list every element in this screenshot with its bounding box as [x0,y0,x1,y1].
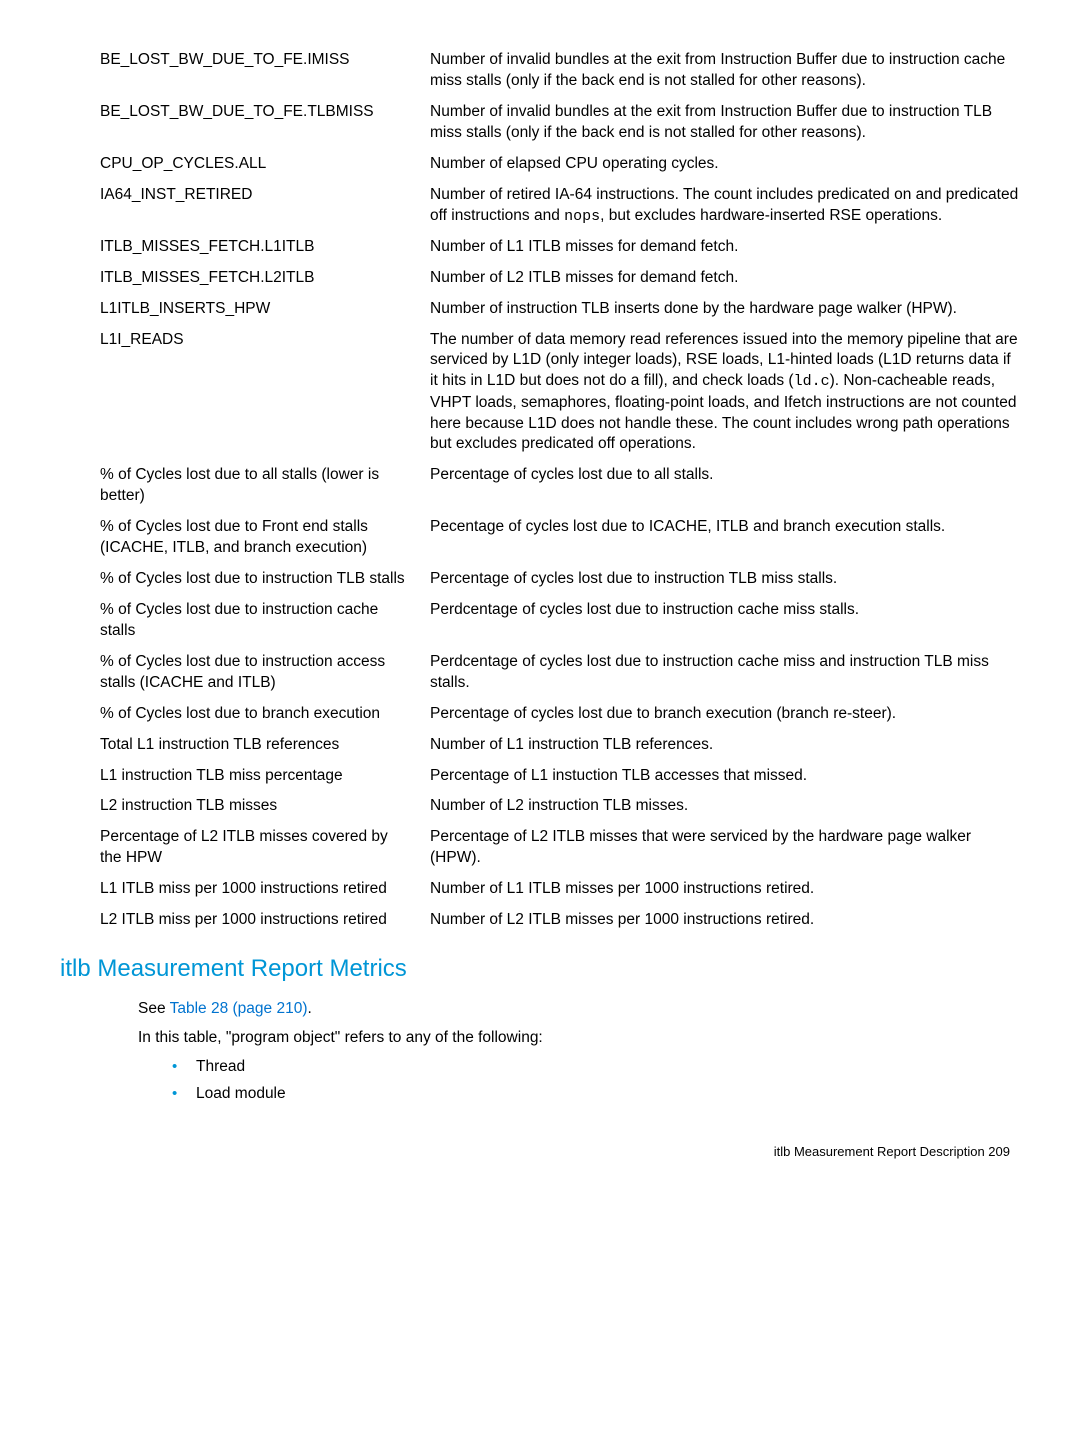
definition: Pecentage of cycles lost due to ICACHE, … [430,517,1020,538]
term: L2 instruction TLB misses [60,796,430,817]
term: BE_LOST_BW_DUE_TO_FE.IMISS [60,50,430,71]
definition: Number of L1 instruction TLB references. [430,735,1020,756]
definition: Number of invalid bundles at the exit fr… [430,102,1020,144]
list-item: Load module [172,1084,1020,1105]
definition: Number of instruction TLB inserts done b… [430,299,1020,320]
definition-row: % of Cycles lost due to instruction cach… [60,600,1020,642]
term: L1ITLB_INSERTS_HPW [60,299,430,320]
section-heading: itlb Measurement Report Metrics [60,953,1020,985]
list-item: Thread [172,1057,1020,1078]
definition: Percentage of cycles lost due to instruc… [430,569,1020,590]
definition: Number of invalid bundles at the exit fr… [430,50,1020,92]
term: Total L1 instruction TLB references [60,735,430,756]
term: % of Cycles lost due to instruction acce… [60,652,430,694]
definition-row: % of Cycles lost due to Front end stalls… [60,517,1020,559]
definition-row: Total L1 instruction TLB referencesNumbe… [60,735,1020,756]
definition-row: L1 instruction TLB miss percentagePercen… [60,766,1020,787]
definition-row: % of Cycles lost due to branch execution… [60,704,1020,725]
definition-row: CPU_OP_CYCLES.ALLNumber of elapsed CPU o… [60,154,1020,175]
definition: Number of L1 ITLB misses for demand fetc… [430,237,1020,258]
definition-row: L1I_READSThe number of data memory read … [60,330,1020,456]
definition-row: BE_LOST_BW_DUE_TO_FE.IMISSNumber of inva… [60,50,1020,92]
definition: Perdcentage of cycles lost due to instru… [430,600,1020,621]
definition-row: % of Cycles lost due to instruction TLB … [60,569,1020,590]
term: % of Cycles lost due to Front end stalls… [60,517,430,559]
definition-row: % of Cycles lost due to instruction acce… [60,652,1020,694]
see-reference: See Table 28 (page 210). [60,999,1020,1020]
definition: Number of L1 ITLB misses per 1000 instru… [430,879,1020,900]
definition-row: ITLB_MISSES_FETCH.L1ITLBNumber of L1 ITL… [60,237,1020,258]
definition: Percentage of cycles lost due to branch … [430,704,1020,725]
bullet-list: Thread Load module [60,1057,1020,1105]
definition-row: IA64_INST_RETIREDNumber of retired IA-64… [60,185,1020,227]
definition: Percentage of L2 ITLB misses that were s… [430,827,1020,869]
term: IA64_INST_RETIRED [60,185,430,206]
definition: Number of elapsed CPU operating cycles. [430,154,1020,175]
term: CPU_OP_CYCLES.ALL [60,154,430,175]
term: BE_LOST_BW_DUE_TO_FE.TLBMISS [60,102,430,123]
definition-row: ITLB_MISSES_FETCH.L2ITLBNumber of L2 ITL… [60,268,1020,289]
definition: Number of L2 instruction TLB misses. [430,796,1020,817]
definition: The number of data memory read reference… [430,330,1020,456]
definition-row: L2 ITLB miss per 1000 instructions retir… [60,910,1020,931]
page-footer: itlb Measurement Report Description 209 [60,1143,1020,1161]
term: % of Cycles lost due to branch execution [60,704,430,725]
term: % of Cycles lost due to instruction cach… [60,600,430,642]
definition-row: Percentage of L2 ITLB misses covered by … [60,827,1020,869]
definition: Perdcentage of cycles lost due to instru… [430,652,1020,694]
definition-row: % of Cycles lost due to all stalls (lowe… [60,465,1020,507]
definition: Percentage of cycles lost due to all sta… [430,465,1020,486]
definition-row: L2 instruction TLB missesNumber of L2 in… [60,796,1020,817]
term: % of Cycles lost due to all stalls (lowe… [60,465,430,507]
definition: Percentage of L1 instuction TLB accesses… [430,766,1020,787]
definition-row: BE_LOST_BW_DUE_TO_FE.TLBMISSNumber of in… [60,102,1020,144]
term: L1I_READS [60,330,430,351]
definition: Number of L2 ITLB misses for demand fetc… [430,268,1020,289]
definition: Number of L2 ITLB misses per 1000 instru… [430,910,1020,931]
definition: Number of retired IA-64 instructions. Th… [430,185,1020,227]
definition-row: L1ITLB_INSERTS_HPWNumber of instruction … [60,299,1020,320]
definition-row: L1 ITLB miss per 1000 instructions retir… [60,879,1020,900]
term: L1 ITLB miss per 1000 instructions retir… [60,879,430,900]
term: ITLB_MISSES_FETCH.L2ITLB [60,268,430,289]
intro-text: In this table, "program object" refers t… [60,1028,1020,1049]
term: L2 ITLB miss per 1000 instructions retir… [60,910,430,931]
term: L1 instruction TLB miss percentage [60,766,430,787]
term: % of Cycles lost due to instruction TLB … [60,569,430,590]
term: Percentage of L2 ITLB misses covered by … [60,827,430,869]
definitions-table: BE_LOST_BW_DUE_TO_FE.IMISSNumber of inva… [60,50,1020,931]
table-link[interactable]: Table 28 (page 210) [170,1000,308,1017]
term: ITLB_MISSES_FETCH.L1ITLB [60,237,430,258]
